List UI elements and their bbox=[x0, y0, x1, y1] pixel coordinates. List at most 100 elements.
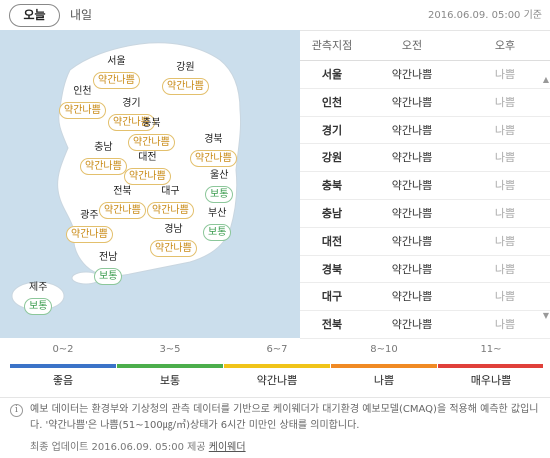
pm-status: 나쁨 bbox=[494, 151, 516, 165]
status-badge: 보통 bbox=[94, 268, 123, 285]
am-status: 약간나쁨 bbox=[391, 68, 433, 81]
legend-range-moderate: 6~7 bbox=[266, 344, 288, 355]
am-status: 약간나쁨 bbox=[391, 318, 433, 332]
region-chungnam[interactable]: 충남 약간나쁨 bbox=[80, 142, 127, 175]
legend-bar-very-bad bbox=[438, 364, 543, 368]
region-chungbuk[interactable]: 충북 약간나쁨 bbox=[128, 118, 175, 151]
pm-status: 나쁨 bbox=[494, 68, 516, 81]
table-row: 인천 약간나쁨 나쁨 bbox=[300, 89, 550, 117]
legend-bar-moderate bbox=[224, 364, 330, 368]
region-jeonbuk[interactable]: 전북 약간나쁨 bbox=[99, 186, 146, 219]
table-row: 충남 약간나쁨 나쁨 bbox=[300, 200, 550, 228]
status-badge: 약간나쁨 bbox=[93, 72, 140, 89]
table-row: 경북 약간나쁨 나쁨 bbox=[300, 256, 550, 284]
legend-label-very-bad: 매우나쁨 bbox=[470, 374, 512, 387]
station-name: 대구 bbox=[321, 290, 343, 304]
am-status: 약간나쁨 bbox=[391, 206, 433, 220]
region-jeju[interactable]: 제주 보통 bbox=[24, 282, 53, 315]
pm-status: 나쁨 bbox=[494, 290, 516, 304]
station-name: 경북 bbox=[321, 262, 343, 276]
region-name: 광주 bbox=[80, 210, 99, 221]
status-badge: 약간나쁨 bbox=[99, 202, 146, 219]
status-badge: 약간나쁨 bbox=[147, 202, 194, 219]
table-row: 서울 약간나쁨 나쁨 bbox=[300, 61, 550, 89]
legend-range-very-bad: 11~ bbox=[480, 344, 502, 355]
table-row: 대구 약간나쁨 나쁨 bbox=[300, 283, 550, 312]
table-header: 관측지점 오전 오후 bbox=[300, 31, 550, 61]
region-name: 충북 bbox=[142, 118, 161, 129]
status-badge: 약간나쁨 bbox=[66, 226, 113, 243]
pm-status: 나쁨 bbox=[494, 318, 516, 332]
status-badge: 약간나쁨 bbox=[59, 102, 106, 119]
column-header-am: 오전 bbox=[401, 39, 423, 52]
region-jeonnam[interactable]: 전남 보통 bbox=[94, 252, 123, 285]
pm-status: 나쁨 bbox=[494, 234, 516, 248]
forecast-table: 관측지점 오전 오후 서울 약간나쁨 나쁨 인천 약간나쁨 나쁨 경기 약간나쁨 나쁨 강원… bbox=[300, 30, 550, 339]
region-daejeon[interactable]: 대전 약간나쁨 bbox=[124, 152, 171, 185]
region-gyeongnam[interactable]: 경남 약간나쁨 bbox=[150, 224, 197, 257]
region-busan[interactable]: 부산 보통 bbox=[203, 208, 232, 241]
region-name: 인천 bbox=[73, 86, 92, 97]
region-name: 부산 bbox=[208, 208, 227, 219]
legend-label-bad: 나쁨 bbox=[373, 374, 395, 387]
legend-range-bad: 8~10 bbox=[370, 344, 398, 355]
legend-label-good: 좋음 bbox=[52, 374, 74, 387]
legend-bar-good bbox=[10, 364, 116, 368]
region-incheon[interactable]: 인천 약간나쁨 bbox=[59, 86, 106, 119]
station-name: 경기 bbox=[321, 123, 343, 137]
station-name: 강원 bbox=[321, 151, 343, 165]
column-header-station: 관측지점 bbox=[311, 39, 353, 52]
am-status: 약간나쁨 bbox=[391, 151, 433, 165]
table-row: 강원 약간나쁨 나쁨 bbox=[300, 144, 550, 173]
status-badge: 보통 bbox=[205, 186, 234, 203]
region-name: 경기 bbox=[122, 98, 141, 109]
forecast-note: 예보 데이터는 환경부와 기상청의 관측 데이터를 기반으로 케이웨더가 대기환… bbox=[30, 404, 539, 431]
station-name: 서울 bbox=[321, 68, 343, 81]
station-name: 충남 bbox=[321, 206, 343, 220]
status-badge: 보통 bbox=[203, 224, 232, 241]
table-row: 대전 약간나쁨 나쁨 bbox=[300, 228, 550, 256]
station-name: 충북 bbox=[321, 179, 343, 193]
region-name: 충남 bbox=[94, 142, 113, 153]
pm-status: 나쁨 bbox=[494, 123, 516, 137]
status-badge: 약간나쁨 bbox=[124, 168, 171, 185]
pm-status: 나쁨 bbox=[494, 95, 516, 109]
provider-link[interactable]: 케이웨더 bbox=[208, 442, 246, 453]
scroll-up-arrow-icon[interactable]: ▲ bbox=[542, 75, 549, 84]
am-status: 약간나쁨 bbox=[391, 179, 433, 193]
region-seoul[interactable]: 서울 약간나쁨 bbox=[93, 56, 140, 89]
status-badge: 약간나쁨 bbox=[150, 240, 197, 257]
status-badge: 약간나쁨 bbox=[128, 134, 175, 151]
region-gangwon[interactable]: 강원 약간나쁨 bbox=[162, 62, 209, 95]
tab-today[interactable]: 오늘 bbox=[9, 4, 60, 27]
region-name: 울산 bbox=[210, 170, 229, 181]
info-icon: i bbox=[10, 404, 23, 417]
status-badge: 보통 bbox=[24, 298, 53, 315]
pm-status: 나쁨 bbox=[494, 262, 516, 276]
region-ulsan[interactable]: 울산 보통 bbox=[205, 170, 234, 203]
legend-bar-normal bbox=[117, 364, 223, 368]
pm-status: 나쁨 bbox=[494, 206, 516, 220]
table-row: 전북 약간나쁨 나쁨 bbox=[300, 311, 550, 339]
legend-label-moderate: 약간나쁨 bbox=[256, 374, 298, 387]
forecast-timestamp: 2016.06.09. 05:00 기준 bbox=[427, 10, 542, 21]
scroll-down-arrow-icon[interactable]: ▼ bbox=[542, 311, 549, 320]
region-gyeonggi[interactable]: 경기 약간나쁨 bbox=[108, 98, 155, 131]
pm-status: 나쁨 bbox=[494, 179, 516, 193]
region-name: 대전 bbox=[138, 152, 157, 163]
notice-section: i 예보 데이터는 환경부와 기상청의 관측 데이터를 기반으로 케이웨더가 대… bbox=[0, 397, 550, 458]
region-name: 전북 bbox=[113, 186, 132, 197]
legend-bar-bad bbox=[331, 364, 437, 368]
status-badge: 약간나쁨 bbox=[108, 114, 155, 131]
status-badge: 약간나쁨 bbox=[80, 158, 127, 175]
region-name: 제주 bbox=[29, 282, 48, 293]
region-gyeongbuk[interactable]: 경북 약간나쁨 bbox=[190, 134, 237, 167]
am-status: 약간나쁨 bbox=[391, 123, 433, 137]
tab-tomorrow[interactable]: 내일 bbox=[70, 8, 93, 22]
update-text: 최종 업데이트 2016.06.09. 05:00 제공 bbox=[30, 442, 206, 453]
region-daegu[interactable]: 대구 약간나쁨 bbox=[147, 186, 194, 219]
table-row: 경기 약간나쁨 나쁨 bbox=[300, 117, 550, 145]
region-gwangju[interactable]: 광주 약간나쁨 bbox=[66, 210, 113, 243]
column-header-pm: 오후 bbox=[494, 39, 516, 52]
legend: 0~2 3~5 6~7 8~10 11~ 좋음 보통 약간나쁨 나쁨 매우나쁨 bbox=[10, 342, 543, 392]
